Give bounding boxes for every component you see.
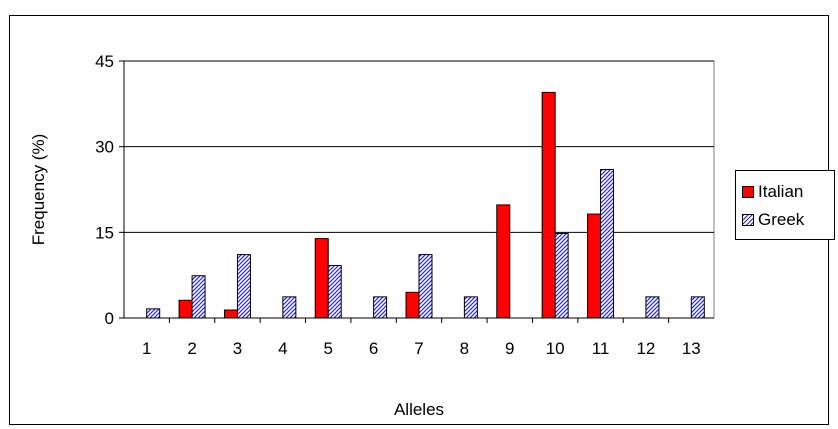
bar-italian-3	[223, 309, 238, 319]
bar-greek-4	[282, 296, 297, 319]
x-tick-label-1: 1	[142, 339, 151, 358]
bar-greek-3	[236, 254, 251, 319]
bar-greek-8	[463, 296, 478, 319]
legend-swatch-greek	[742, 214, 754, 226]
bar-greek-1	[146, 308, 161, 319]
y-tick-label-0: 0	[105, 309, 114, 328]
bar-greek-2	[191, 275, 206, 319]
bar-greek-11	[600, 169, 615, 319]
bar-italian-9	[496, 204, 511, 319]
x-tick-label-10: 10	[546, 339, 565, 358]
bar-greek-6	[373, 296, 388, 319]
x-tick-label-11: 11	[592, 339, 610, 358]
x-tick-label-7: 7	[414, 339, 423, 358]
bar-greek-7	[418, 254, 433, 319]
bar-greek-12	[645, 296, 660, 319]
bar-italian-7	[405, 291, 420, 319]
x-tick-label-2: 2	[187, 339, 196, 358]
x-tick-label-12: 12	[636, 339, 655, 358]
x-tick-label-6: 6	[369, 339, 378, 358]
bar-italian-5	[314, 238, 329, 319]
y-tick-label-1: 15	[95, 223, 114, 242]
gridlines	[124, 60, 714, 233]
bar-greek-10	[554, 232, 569, 319]
legend-swatch-italian	[742, 186, 754, 198]
x-tick-label-4: 4	[278, 339, 287, 358]
x-tick-label-8: 8	[460, 339, 469, 358]
bar-greek-5	[327, 264, 342, 319]
bar-italian-11	[587, 213, 602, 319]
y-tick-label-3: 45	[95, 52, 114, 71]
y-tick-label-2: 30	[95, 138, 114, 157]
x-tick-label-5: 5	[323, 339, 332, 358]
legend-item-italian: Italian	[742, 181, 803, 203]
x-tick-label-13: 13	[682, 339, 701, 358]
bar-italian-2	[178, 299, 193, 319]
bar-italian-10	[541, 91, 556, 319]
legend-item-greek: Greek	[742, 209, 804, 231]
bar-greek-13	[690, 296, 705, 319]
y-axis-label: Frequency (%)	[29, 134, 48, 245]
ticks	[119, 60, 670, 323]
x-tick-label-9: 9	[505, 339, 514, 358]
legend-label-greek: Greek	[758, 210, 805, 229]
legend: Italian Greek	[735, 170, 835, 240]
bars	[146, 91, 705, 319]
legend-label-italian: Italian	[758, 182, 804, 201]
x-axis-label: Alleles	[394, 400, 444, 419]
x-tick-label-3: 3	[233, 339, 242, 358]
